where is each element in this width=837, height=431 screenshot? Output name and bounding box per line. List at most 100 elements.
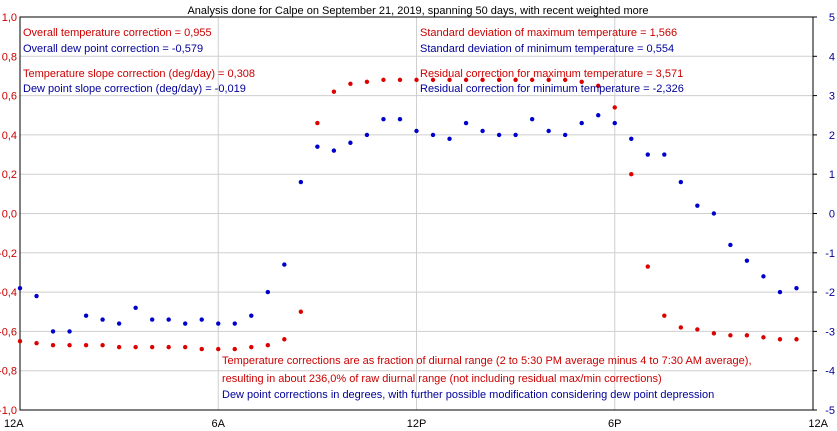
data-point-left [579, 79, 584, 85]
left-tick-label: 0,8 [2, 51, 17, 63]
data-point-left [67, 342, 72, 348]
data-point-right [50, 329, 56, 334]
data-point-left [397, 77, 403, 83]
data-point-right [100, 317, 105, 322]
data-point-left [612, 105, 617, 110]
data-point-right [34, 293, 39, 299]
data-point-left [315, 120, 320, 126]
data-point-left [513, 77, 518, 83]
annotation-top-right: Residual correction for maximum temperat… [420, 68, 683, 80]
annotation-top-left: Overall dew point correction = -0,579 [23, 43, 203, 55]
data-point-right [331, 148, 337, 153]
left-tick-label: -0,2 [0, 248, 17, 260]
data-point-left [265, 342, 271, 348]
data-points [17, 77, 799, 352]
data-point-left [298, 309, 304, 314]
data-point-left [678, 325, 684, 330]
data-point-left [463, 77, 469, 83]
data-point-left [744, 333, 750, 338]
right-tick-label: 4 [829, 51, 835, 63]
annotation-bottom: Dew point corrections in degrees, with f… [222, 389, 714, 401]
data-point-left [761, 335, 766, 340]
annotation-top-left: Dew point slope correction (deg/day) = -… [23, 83, 246, 95]
data-point-right [596, 113, 601, 118]
data-point-right [744, 258, 750, 263]
right-tick-label: 3 [829, 91, 835, 103]
data-point-right [348, 140, 353, 145]
data-point-right [199, 317, 204, 322]
data-point-right [397, 116, 403, 122]
data-point-left [695, 327, 700, 332]
data-point-left [777, 337, 783, 342]
data-point-left [662, 313, 667, 318]
data-point-left [629, 172, 634, 177]
data-point-right [183, 321, 188, 326]
data-point-right [728, 242, 733, 248]
data-point-right [711, 211, 717, 216]
data-point-left [364, 79, 370, 85]
data-point-left [596, 83, 601, 88]
right-tick-label: -2 [825, 287, 835, 299]
annotation-top-right: Standard deviation of minimum temperatur… [420, 43, 674, 55]
annotation-bottom: Temperature corrections are as fraction … [222, 355, 752, 367]
data-point-right [265, 289, 271, 295]
annotations: Overall temperature correction = 0,955 Ov… [23, 27, 752, 401]
data-point-right [381, 116, 386, 122]
right-tick-label: -5 [825, 405, 835, 417]
left-tick-label: 0,2 [2, 169, 17, 181]
data-point-right [149, 317, 155, 322]
data-point-left [728, 333, 733, 338]
data-point-right [629, 136, 634, 142]
annotation-bottom: resulting in about 236,0% of raw diurnal… [222, 373, 662, 385]
left-tick-label: -0,4 [0, 287, 17, 299]
data-point-right [447, 136, 452, 142]
x-tick-label: 12A [808, 418, 828, 430]
data-point-left [17, 339, 23, 344]
annotation-top-left: Temperature slope correction (deg/day) =… [23, 68, 255, 80]
data-point-left [645, 264, 650, 269]
data-point-left [480, 77, 485, 83]
data-point-right [430, 132, 436, 138]
left-tick-label: 0,6 [2, 91, 17, 103]
data-point-left [199, 346, 204, 352]
data-point-right [579, 120, 584, 126]
data-point-left [183, 344, 188, 350]
data-point-left [331, 89, 337, 94]
data-point-right [298, 179, 304, 185]
data-point-left [50, 342, 56, 348]
right-tick-label: -1 [825, 248, 835, 260]
x-tick-label: 6P [608, 418, 621, 430]
data-point-right [678, 179, 684, 185]
data-point-right [546, 128, 551, 134]
data-point-right [83, 313, 89, 318]
data-point-left [381, 77, 386, 83]
data-point-right [529, 116, 535, 122]
data-point-right [496, 132, 502, 138]
data-point-right [513, 132, 518, 138]
data-point-left [794, 337, 799, 342]
data-point-right [761, 274, 766, 279]
data-point-right [17, 285, 23, 291]
data-point-right [282, 262, 287, 267]
right-tick-label: 2 [829, 130, 835, 142]
right-tick-label: 1 [829, 169, 835, 181]
data-point-left [546, 77, 551, 83]
left-tick-label: 0,4 [2, 130, 17, 142]
left-tick-label: 1,0 [2, 12, 17, 24]
data-point-right [216, 321, 221, 326]
data-point-right [695, 203, 700, 208]
data-point-right [133, 305, 138, 311]
data-point-right [315, 144, 320, 149]
x-tick-label: 12A [4, 418, 24, 430]
right-tick-label: 0 [829, 209, 835, 221]
data-point-right [116, 321, 122, 326]
data-point-right [645, 152, 650, 157]
data-point-left [282, 337, 287, 342]
data-point-right [414, 128, 419, 134]
annotation-top-left: Overall temperature correction = 0,955 [23, 27, 212, 39]
data-point-right [662, 152, 667, 157]
data-point-left [430, 77, 436, 83]
left-axis-ticks: -1,0 -0,8 -0,6 -0,4 -0,2 0,0 0,2 0,4 0,6 0,8 1,0 [0, 12, 17, 417]
data-point-left [100, 342, 105, 348]
data-point-right [612, 120, 617, 126]
